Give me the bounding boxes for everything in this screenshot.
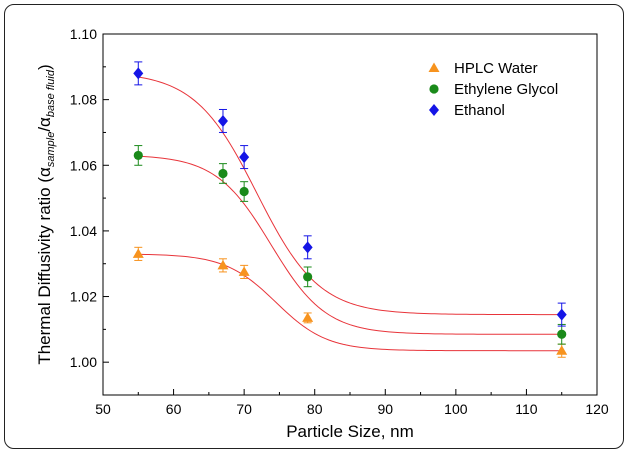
triangle-marker	[302, 312, 313, 322]
legend: HPLC Water Ethylene Glycol Ethanol	[429, 60, 559, 119]
x-tick-label: 50	[95, 401, 111, 417]
y-tick-label: 1.08	[70, 92, 97, 108]
fit-curve	[138, 254, 561, 350]
fit-curve	[138, 156, 561, 334]
y-axis-label-prefix: Thermal Diffusivity ratio (α	[35, 167, 54, 365]
y-tick-label: 1.10	[70, 26, 97, 42]
circle-marker	[303, 272, 312, 281]
triangle-marker	[556, 345, 567, 355]
circle-marker	[429, 84, 438, 93]
y-axis-label: Thermal Diffusivity ratio (αsample/αbase…	[35, 64, 57, 364]
y-tick-label: 1.00	[70, 354, 97, 370]
y-axis-label-suffix: )	[35, 64, 54, 70]
x-tick-label: 70	[236, 401, 252, 417]
x-axis-label: Particle Size, nm	[286, 422, 414, 441]
diamond-marker	[429, 104, 439, 116]
circle-marker	[218, 169, 227, 178]
legend-label: Ethanol	[454, 102, 505, 119]
triangle-marker	[239, 266, 250, 276]
x-tick-label: 80	[307, 401, 323, 417]
x-tick-label: 60	[166, 401, 182, 417]
diamond-marker	[303, 241, 313, 253]
x-tick-label: 90	[377, 401, 393, 417]
x-axis-ticks: 50 60 70 80 90 100 110 120	[95, 389, 609, 417]
diamond-marker	[557, 309, 567, 321]
legend-label: Ethylene Glycol	[454, 81, 558, 98]
x-tick-label: 100	[444, 401, 468, 417]
diamond-marker	[218, 115, 228, 127]
y-tick-label: 1.02	[70, 289, 97, 305]
triangle-marker	[133, 248, 144, 257]
circle-marker	[240, 187, 249, 196]
x-tick-label: 110	[515, 401, 538, 417]
y-tick-label: 1.06	[70, 157, 97, 173]
y-axis-label-sub-sample: sample	[45, 132, 57, 167]
x-tick-label: 120	[585, 401, 609, 417]
circle-marker	[134, 151, 143, 160]
circle-marker	[557, 330, 566, 339]
y-axis-label-sub-base: base fluid	[45, 69, 57, 117]
triangle-marker	[217, 260, 228, 270]
legend-label: HPLC Water	[454, 60, 538, 77]
triangle-marker	[429, 63, 440, 73]
y-tick-label: 1.04	[70, 223, 97, 239]
y-axis-label-slash: /α	[35, 117, 54, 132]
